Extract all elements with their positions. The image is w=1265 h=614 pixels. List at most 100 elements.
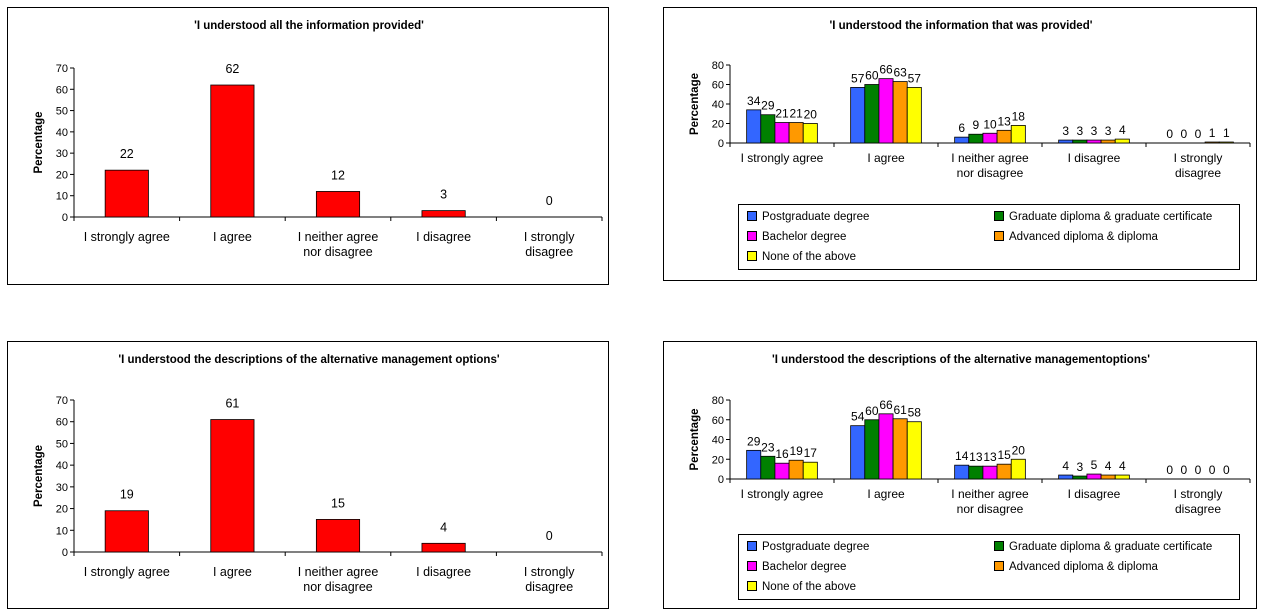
bar <box>802 123 818 144</box>
bar <box>864 419 880 480</box>
data-label: 21 <box>789 107 803 121</box>
legend-item: Bachelor degree <box>747 559 846 575</box>
data-label: 10 <box>983 117 997 131</box>
data-label: 14 <box>955 449 969 463</box>
legend-swatch <box>994 231 1004 241</box>
y-tick-label: 10 <box>56 191 68 203</box>
bar <box>1204 141 1220 144</box>
bar <box>1072 475 1088 480</box>
legend-swatch <box>994 211 1004 221</box>
y-tick-label: 40 <box>56 460 68 472</box>
data-label: 3 <box>1105 124 1112 138</box>
y-tick-label: 50 <box>56 106 68 118</box>
bar <box>954 464 970 480</box>
y-tick-label: 60 <box>712 415 724 427</box>
y-axis-label: Percentage <box>689 408 701 470</box>
data-label: 57 <box>908 71 922 85</box>
legend-swatch <box>747 561 757 571</box>
bar <box>1010 458 1026 480</box>
bar <box>1114 138 1130 144</box>
data-label: 54 <box>851 410 865 424</box>
legend-label: Postgraduate degree <box>762 211 870 223</box>
y-tick-label: 10 <box>56 525 68 537</box>
data-label: 4 <box>1119 459 1126 473</box>
bar <box>906 421 922 480</box>
data-label: 34 <box>747 94 761 108</box>
bar <box>864 84 880 144</box>
y-tick-label: 40 <box>712 435 724 447</box>
x-category-label: I disagree <box>1068 151 1121 165</box>
data-label: 3 <box>1077 124 1084 138</box>
data-label: 15 <box>331 496 345 510</box>
data-label: 0 <box>1209 463 1216 477</box>
data-label: 61 <box>225 397 239 411</box>
chart-title: 'I understood all the information provid… <box>194 20 424 32</box>
x-category-label: I neither agree <box>298 565 379 579</box>
legend-item: Postgraduate degree <box>747 539 869 555</box>
bar <box>774 462 790 480</box>
legend-label: None of the above <box>762 251 856 263</box>
data-label: 22 <box>120 147 134 161</box>
y-tick-label: 30 <box>56 482 68 494</box>
data-label: 13 <box>969 450 983 464</box>
data-label: 66 <box>879 63 893 77</box>
data-label: 20 <box>1012 443 1026 457</box>
bar <box>210 419 255 553</box>
data-label: 0 <box>1195 127 1202 141</box>
bar <box>104 169 149 218</box>
chart-title: 'I understood the descriptions of the al… <box>118 354 499 366</box>
data-label: 60 <box>865 404 879 418</box>
bar <box>1218 141 1234 144</box>
data-label: 4 <box>440 520 447 534</box>
chart-panel-understood-management-options-by-education: 'I understood the descriptions of the al… <box>663 341 1257 609</box>
data-label: 1 <box>1209 126 1216 140</box>
bar <box>1058 474 1074 480</box>
data-label: 3 <box>1091 124 1098 138</box>
y-tick-label: 20 <box>712 454 724 466</box>
data-label: 23 <box>761 440 775 454</box>
data-label: 3 <box>440 188 447 202</box>
chart-panel-understood-information-by-education: 'I understood the information that was p… <box>663 7 1257 281</box>
x-category-label: I strongly agree <box>84 230 170 244</box>
legend-label: Bachelor degree <box>762 231 847 243</box>
bar <box>315 519 361 553</box>
legend-swatch <box>747 541 757 551</box>
x-category-label: I disagree <box>416 230 471 244</box>
data-label: 63 <box>893 66 907 80</box>
data-label: 66 <box>879 398 893 412</box>
y-tick-label: 40 <box>56 127 68 139</box>
x-category-label: I neither agree <box>298 230 379 244</box>
data-label: 0 <box>546 194 553 208</box>
data-label: 0 <box>1166 127 1173 141</box>
bar <box>788 122 804 144</box>
legend-item: None of the above <box>747 579 856 595</box>
bar <box>1114 474 1130 480</box>
bar <box>968 133 984 144</box>
legend-item: Graduate diploma & graduate certificate <box>994 209 1212 225</box>
legend-item: None of the above <box>747 249 856 265</box>
data-label: 1 <box>1223 126 1230 140</box>
x-category-label: nor disagree <box>957 502 1024 516</box>
bar <box>1072 139 1088 144</box>
bar <box>1100 139 1116 144</box>
legend-item: Bachelor degree <box>747 229 846 245</box>
y-tick-label: 20 <box>56 169 68 181</box>
data-label: 15 <box>997 448 1011 462</box>
bar <box>892 418 908 480</box>
x-category-label: I strongly <box>1174 151 1223 165</box>
x-category-label: I strongly <box>1174 487 1223 501</box>
legend-swatch <box>747 251 757 261</box>
data-label: 57 <box>851 71 865 85</box>
legend-label: None of the above <box>762 581 856 593</box>
x-category-label: disagree <box>525 580 573 594</box>
data-label: 3 <box>1062 124 1069 138</box>
x-category-label: I disagree <box>416 565 471 579</box>
data-label: 0 <box>1166 463 1173 477</box>
legend-item: Graduate diploma & graduate certificate <box>994 539 1212 555</box>
y-axis-label: Percentage <box>33 111 45 173</box>
data-label: 29 <box>761 99 775 113</box>
y-axis-label: Percentage <box>33 445 45 507</box>
bar-chart-understood-management-options-by-education: 'I understood the descriptions of the al… <box>689 354 1251 516</box>
data-label: 4 <box>1062 459 1069 473</box>
bar <box>996 463 1012 480</box>
